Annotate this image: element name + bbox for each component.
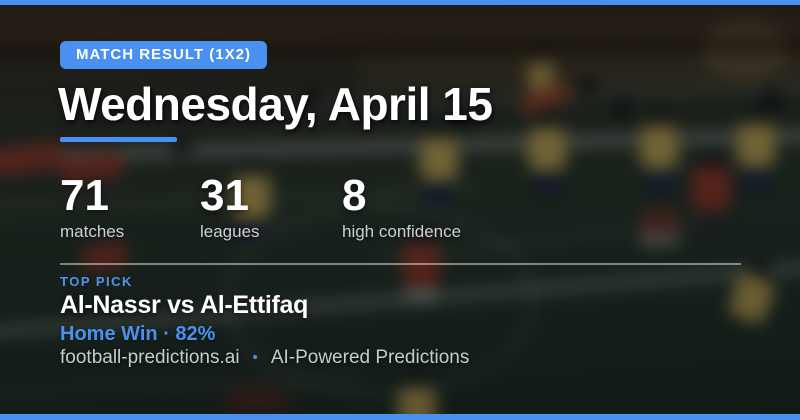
stat-matches: 71 matches (60, 174, 124, 242)
match-title: Al-Nassr vs Al-Ettifaq (60, 291, 309, 319)
stat-label: high confidence (342, 222, 462, 241)
date-heading: Wednesday, April 15 (58, 78, 493, 130)
site-name: football-predictions.ai (60, 347, 240, 368)
bottom-accent-bar (0, 414, 800, 420)
footer-row: football-predictions.ai • AI-Powered Pre… (60, 347, 469, 369)
stat-label: leagues (200, 222, 260, 241)
top-pick-label: TOP PICK (60, 274, 133, 289)
stat-value: 71 (60, 171, 109, 220)
bullet-separator-icon: • (252, 349, 258, 366)
stat-high-confidence: 8 high confidence (342, 174, 461, 242)
stat-value: 31 (200, 171, 249, 220)
prediction-text: Home Win · 82% (60, 323, 216, 345)
stat-label: matches (60, 222, 125, 241)
top-accent-bar (0, 0, 800, 5)
divider-line (60, 263, 741, 265)
market-type-badge: MATCH RESULT (1X2) (60, 41, 267, 69)
stat-leagues: 31 leagues (200, 174, 260, 242)
stats-row: 71 matches 31 leagues 8 high confidence (60, 174, 740, 242)
tagline: AI-Powered Predictions (270, 347, 470, 368)
heading-underline (60, 137, 177, 142)
stat-value: 8 (342, 171, 367, 220)
